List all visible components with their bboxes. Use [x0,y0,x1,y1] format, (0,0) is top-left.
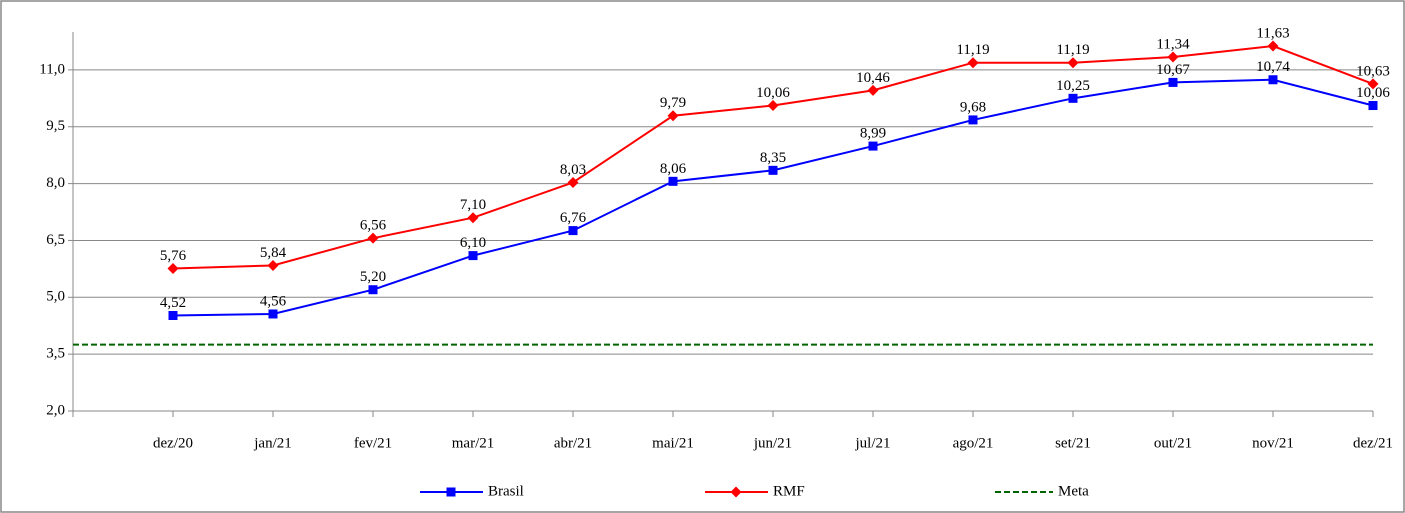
data-label: 11,34 [1156,36,1190,52]
data-marker [868,141,878,151]
data-label: 4,56 [260,293,287,309]
data-marker [367,232,379,244]
data-label: 8,06 [660,161,687,177]
x-tick-label: nov/21 [1252,435,1294,451]
data-label: 9,68 [960,99,986,115]
data-marker [168,310,178,320]
data-label: 8,03 [560,162,586,178]
data-label: 6,56 [360,218,387,234]
data-marker [1268,75,1278,85]
data-label: 8,99 [860,126,886,142]
data-marker [268,309,278,319]
x-tick-label: ago/21 [953,435,994,451]
y-tick-label: 9,5 [46,118,65,134]
data-label: 5,20 [360,269,386,285]
data-label: 10,63 [1356,63,1390,79]
data-label: 11,63 [1256,25,1289,41]
y-tick-label: 2,0 [46,402,65,418]
data-marker [568,226,578,236]
x-tick-label: fev/21 [354,435,392,451]
data-marker [1367,78,1379,90]
legend-label: Meta [1058,483,1089,499]
x-tick-label: dez/21 [1353,435,1393,451]
x-tick-label: jan/21 [253,435,292,451]
data-marker [167,262,179,274]
x-tick-label: mai/21 [652,435,694,451]
data-label: 7,10 [460,197,486,213]
data-marker [1068,93,1078,103]
data-label: 9,79 [660,95,686,111]
x-tick-label: abr/21 [554,435,592,451]
data-marker [1168,77,1178,87]
data-marker [767,100,779,112]
legend-marker [446,487,456,497]
y-tick-label: 11,0 [39,61,65,77]
y-tick-label: 5,0 [46,289,65,305]
data-label: 6,10 [460,235,486,251]
data-label: 10,06 [1356,85,1390,101]
data-label: 4,52 [160,295,186,311]
y-tick-label: 8,0 [46,175,65,191]
data-label: 10,46 [856,70,890,86]
data-label: 11,19 [1056,42,1089,58]
data-marker [1167,51,1179,63]
y-tick-label: 6,5 [46,232,65,248]
legend-marker [730,486,742,498]
data-marker [368,285,378,295]
data-marker [567,176,579,188]
data-label: 10,06 [756,85,790,101]
data-label: 5,84 [260,245,287,261]
data-label: 11,19 [956,42,989,58]
legend-label: RMF [773,483,805,499]
data-marker [967,57,979,69]
x-tick-label: set/21 [1055,435,1091,451]
data-label: 5,76 [160,248,187,264]
data-label: 10,74 [1256,59,1290,75]
data-marker [867,84,879,96]
data-marker [968,115,978,125]
data-marker [1067,57,1079,69]
x-tick-label: out/21 [1154,435,1192,451]
data-label: 10,25 [1056,78,1090,94]
data-marker [467,212,479,224]
data-label: 6,76 [560,210,587,226]
data-marker [667,110,679,122]
x-tick-label: jun/21 [753,435,792,451]
x-tick-label: dez/20 [153,435,193,451]
data-marker [768,165,778,175]
data-marker [468,251,478,261]
data-marker [668,176,678,186]
data-marker [1368,101,1378,111]
x-tick-label: mar/21 [452,435,495,451]
data-label: 10,67 [1156,62,1190,78]
data-label: 8,35 [760,150,786,166]
data-marker [1267,40,1279,52]
x-tick-label: jul/21 [854,435,890,451]
legend-label: Brasil [488,483,524,499]
data-marker [267,259,279,271]
y-tick-label: 3,5 [46,346,65,362]
